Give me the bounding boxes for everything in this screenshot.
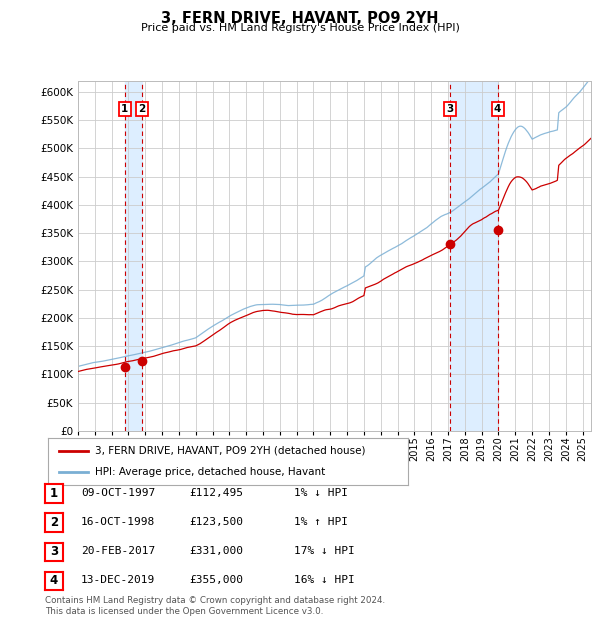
Text: 1% ↑ HPI: 1% ↑ HPI [294, 517, 348, 527]
Text: 2: 2 [50, 516, 58, 529]
Text: £331,000: £331,000 [189, 546, 243, 556]
Bar [125, 81, 142, 431]
Text: HPI: Average price, detached house, Havant: HPI: Average price, detached house, Hava… [95, 467, 325, 477]
Text: 20-FEB-2017: 20-FEB-2017 [81, 546, 155, 556]
Bar [450, 81, 497, 431]
Text: 2: 2 [138, 104, 145, 114]
Text: £355,000: £355,000 [189, 575, 243, 585]
Text: 1: 1 [50, 487, 58, 500]
Text: 3, FERN DRIVE, HAVANT, PO9 2YH: 3, FERN DRIVE, HAVANT, PO9 2YH [161, 11, 439, 25]
Text: 13-DEC-2019: 13-DEC-2019 [81, 575, 155, 585]
Text: 3: 3 [446, 104, 454, 114]
Text: 3: 3 [50, 546, 58, 558]
Text: £123,500: £123,500 [189, 517, 243, 527]
Text: Price paid vs. HM Land Registry's House Price Index (HPI): Price paid vs. HM Land Registry's House … [140, 23, 460, 33]
Text: 3, FERN DRIVE, HAVANT, PO9 2YH (detached house): 3, FERN DRIVE, HAVANT, PO9 2YH (detached… [95, 446, 365, 456]
Text: 17% ↓ HPI: 17% ↓ HPI [294, 546, 355, 556]
Text: 1% ↓ HPI: 1% ↓ HPI [294, 488, 348, 498]
Text: 1: 1 [121, 104, 128, 114]
Text: 4: 4 [494, 104, 502, 114]
Text: 09-OCT-1997: 09-OCT-1997 [81, 488, 155, 498]
Text: 16-OCT-1998: 16-OCT-1998 [81, 517, 155, 527]
Text: £112,495: £112,495 [189, 488, 243, 498]
Text: Contains HM Land Registry data © Crown copyright and database right 2024.
This d: Contains HM Land Registry data © Crown c… [45, 596, 385, 616]
Text: 4: 4 [50, 575, 58, 587]
Text: 16% ↓ HPI: 16% ↓ HPI [294, 575, 355, 585]
